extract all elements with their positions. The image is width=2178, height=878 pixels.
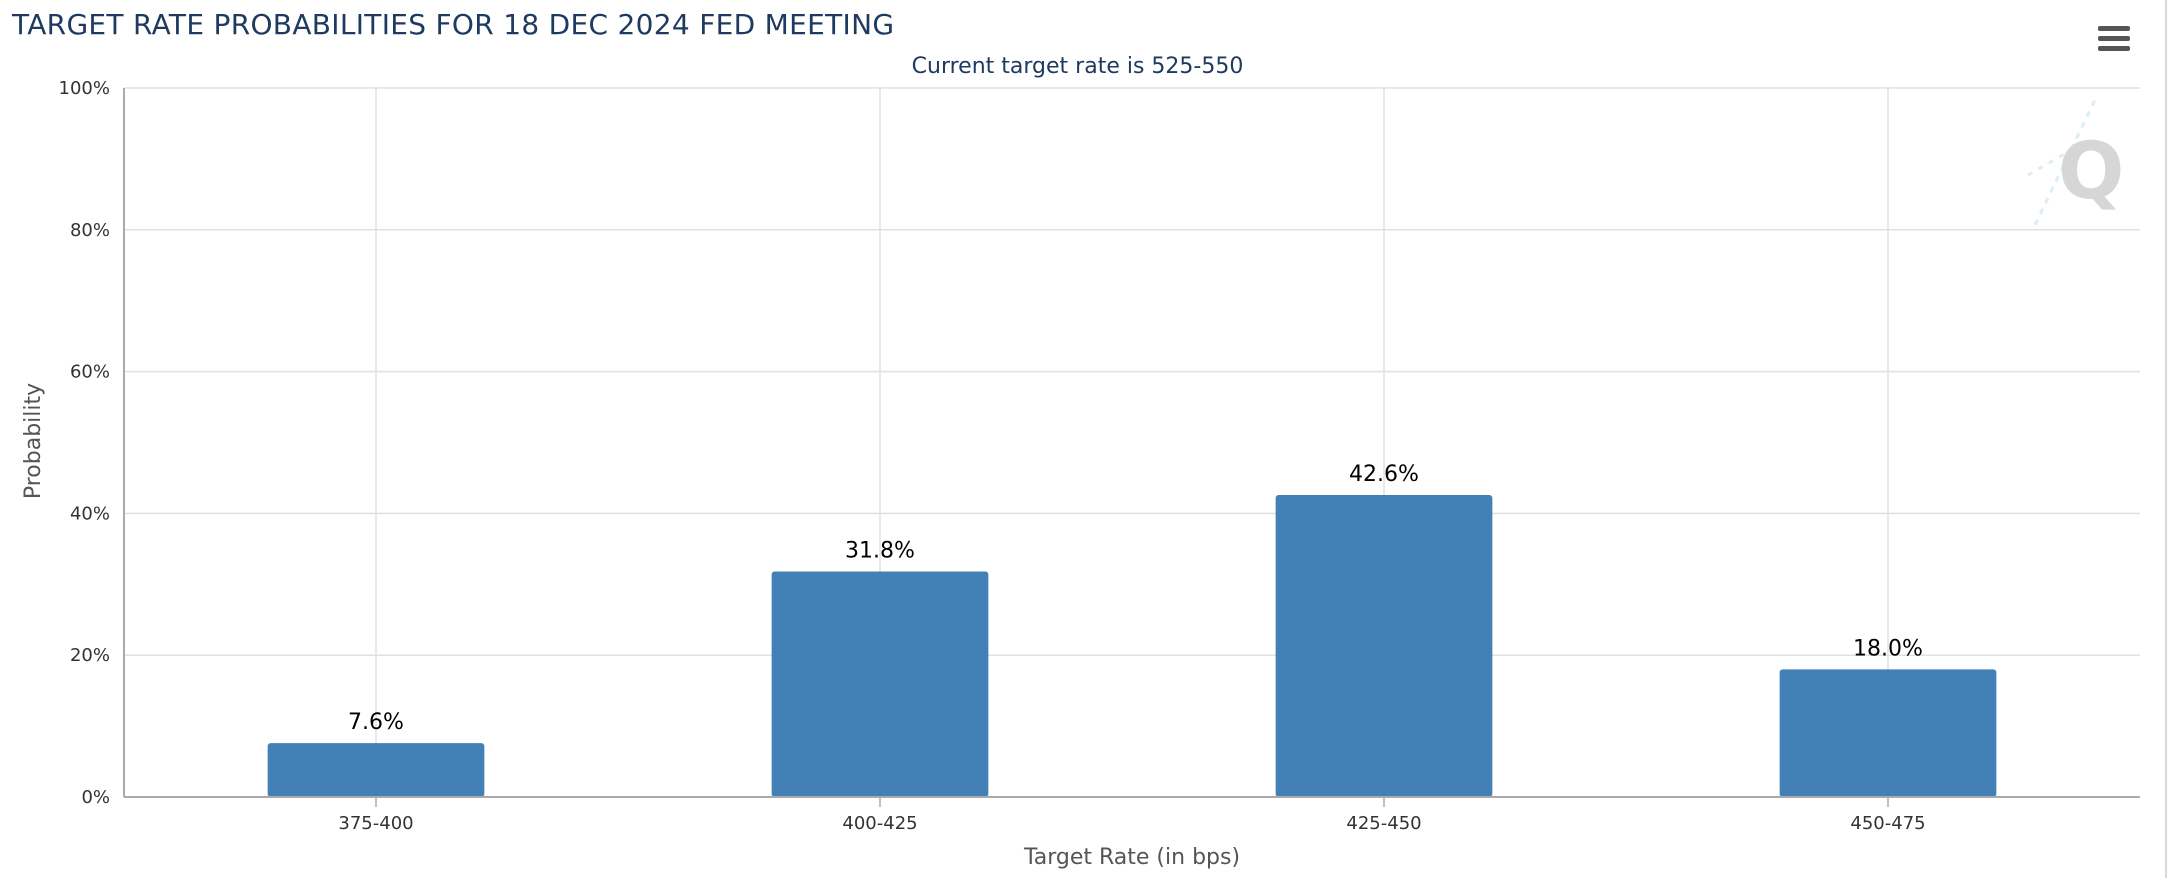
bar[interactable] [771,571,989,797]
bar[interactable] [267,743,485,797]
svg-text:Q: Q [2058,127,2124,217]
y-tick-label: 100% [59,78,110,99]
hamburger-menu-icon[interactable] [2098,26,2138,60]
x-tick-label: 375-400 [338,813,413,834]
x-axis-title: Target Rate (in bps) [1023,845,1240,870]
labels: 0% 20% 40% 60% 80% 100% 7.6% 375-400 31.8% 400-42… [59,78,1926,834]
data-label: 31.8% [845,539,915,564]
y-axis-title: Probability [21,383,46,499]
y-tick-label: 0% [81,787,110,808]
menu-line [2098,46,2130,51]
chart-title: TARGET RATE PROBABILITIES FOR 18 DEC 202… [12,8,895,41]
y-tick-label: 60% [70,362,110,383]
menu-line [2098,26,2130,31]
chart-subtitle: Current target rate is 525-550 [911,54,1244,79]
y-tick-label: 40% [70,503,110,524]
x-tick-label: 425-450 [1346,813,1421,834]
q-logo-icon: Q [2027,99,2124,226]
bars [267,494,1997,797]
bar[interactable] [1779,669,1997,797]
x-tick-label: 450-475 [1850,813,1925,834]
y-tick-label: 80% [70,220,110,241]
data-label: 42.6% [1349,462,1419,487]
y-tick-label: 20% [70,645,110,666]
bar[interactable] [1275,494,1493,797]
axes [123,88,2140,807]
data-label: 18.0% [1853,636,1923,661]
panel-border [2165,0,2167,878]
x-tick-label: 400-425 [842,813,917,834]
menu-line [2098,36,2130,41]
data-label: 7.6% [348,710,404,735]
